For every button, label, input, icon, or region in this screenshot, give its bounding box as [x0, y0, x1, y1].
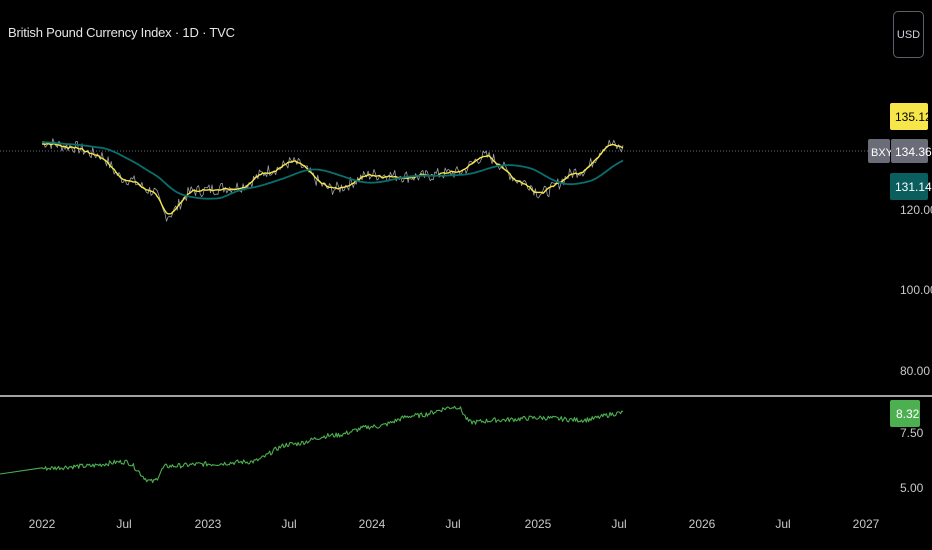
symbol-tag-label: BXY	[871, 147, 894, 159]
x-tick-label: 2023	[195, 517, 222, 531]
chart-title: British Pound Currency Index · 1D · TVC	[8, 25, 235, 40]
currency-button[interactable]: USD	[893, 11, 924, 58]
lower-series-line	[0, 405, 624, 484]
ma-short-label: 135.12	[895, 110, 932, 124]
x-tick-label: Jul	[116, 517, 131, 531]
x-tick-label: 2022	[29, 517, 56, 531]
lower-y-tick-label: 5.00	[900, 481, 924, 495]
x-tick-label: 2027	[853, 517, 880, 531]
ma-short-line	[41, 143, 624, 215]
ma-long-tag	[890, 173, 928, 200]
lower-value-label: 8.32	[896, 407, 920, 421]
x-tick-label: Jul	[445, 517, 460, 531]
x-tick-label: 2024	[359, 517, 386, 531]
x-tick-label: 2026	[689, 517, 716, 531]
x-tick-label: Jul	[281, 517, 296, 531]
y-tick-label: 80.00	[900, 364, 930, 378]
ma-long-label: 131.14	[895, 180, 932, 194]
series-layer	[0, 138, 624, 484]
last-price-tag	[891, 139, 928, 163]
y-tick-label: 100.00	[900, 283, 932, 297]
ma-short-tag	[890, 103, 928, 130]
last-price-label: 134.36	[895, 145, 932, 159]
x-tick-label: Jul	[611, 517, 626, 531]
y-tick-label: 120.00	[900, 203, 932, 217]
lower-y-tick-label: 7.50	[900, 426, 924, 440]
x-tick-label: 2025	[525, 517, 552, 531]
symbol-tag	[868, 139, 890, 163]
ma-long-line	[42, 141, 624, 200]
lower-value-tag	[890, 400, 920, 427]
x-tick-label: Jul	[775, 517, 790, 531]
